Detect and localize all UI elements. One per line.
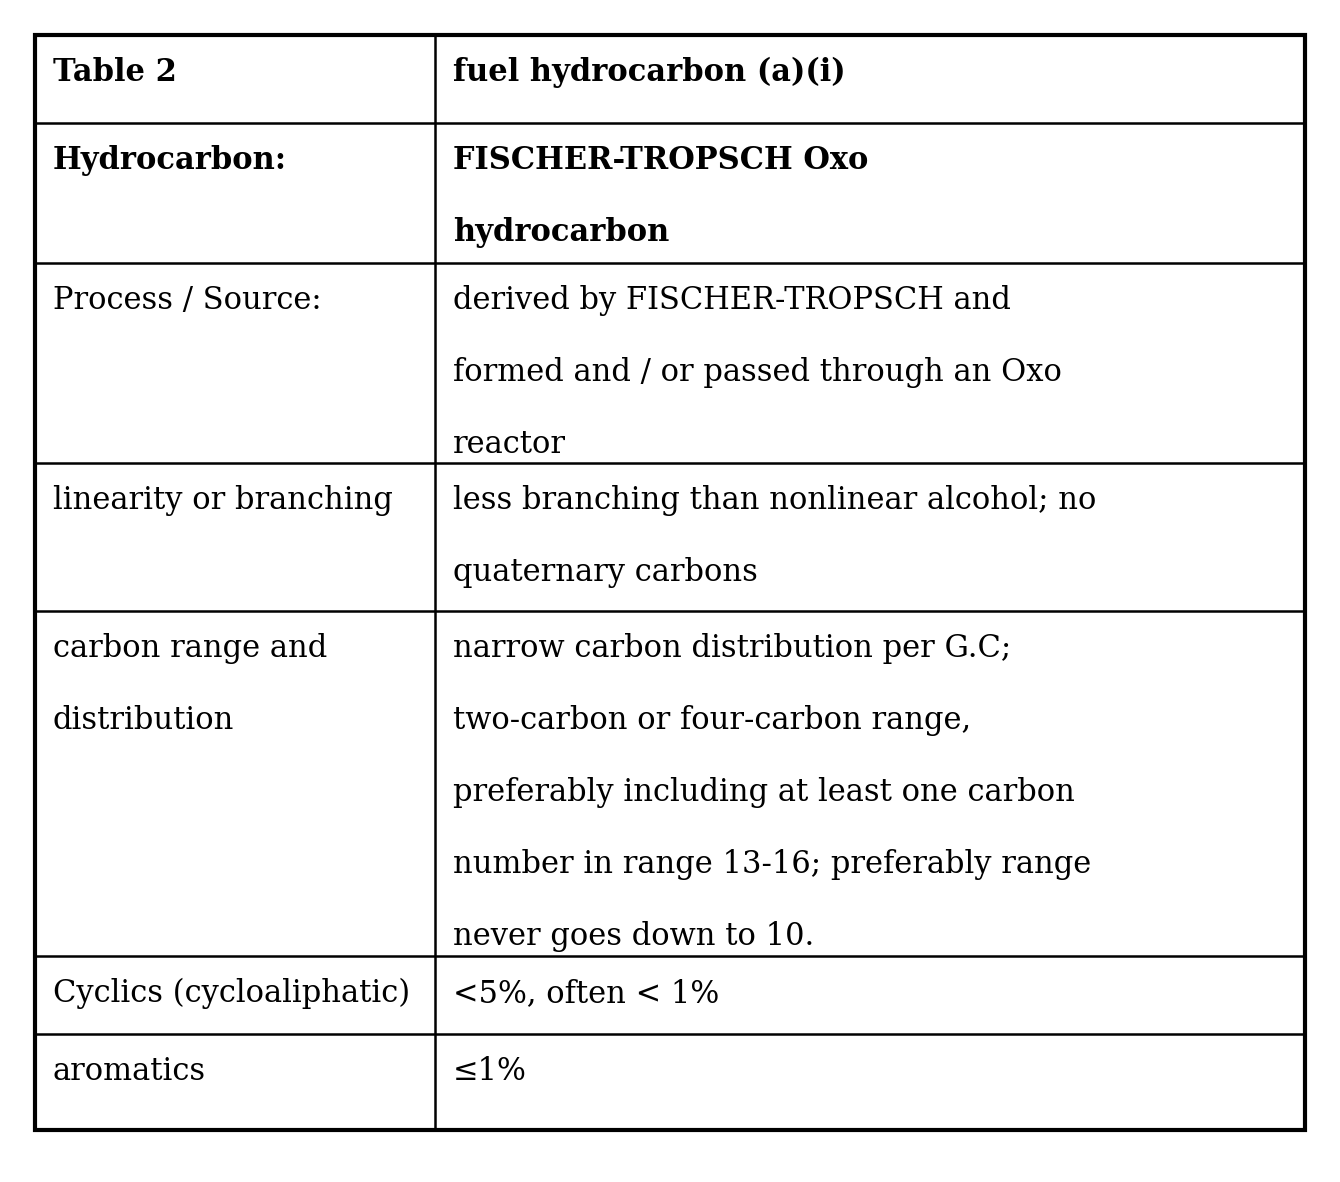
Text: Hydrocarbon:: Hydrocarbon: (54, 145, 287, 176)
Text: aromatics: aromatics (54, 1056, 206, 1087)
Text: preferably including at least one carbon: preferably including at least one carbon (453, 777, 1075, 808)
Text: carbon range and: carbon range and (54, 634, 327, 664)
Text: hydrocarbon: hydrocarbon (453, 217, 670, 248)
Text: two-carbon or four-carbon range,: two-carbon or four-carbon range, (453, 704, 972, 736)
Text: derived by FISCHER-TROPSCH and: derived by FISCHER-TROPSCH and (453, 285, 1010, 316)
Text: linearity or branching: linearity or branching (54, 485, 393, 517)
Text: distribution: distribution (54, 704, 234, 736)
Text: number in range 13-16; preferably range: number in range 13-16; preferably range (453, 849, 1091, 881)
Text: quaternary carbons: quaternary carbons (453, 557, 758, 587)
Text: formed and / or passed through an Oxo: formed and / or passed through an Oxo (453, 357, 1061, 388)
Text: never goes down to 10.: never goes down to 10. (453, 921, 815, 952)
Text: less branching than nonlinear alcohol; no: less branching than nonlinear alcohol; n… (453, 485, 1096, 517)
Text: ≤1%: ≤1% (453, 1056, 527, 1087)
Text: Process / Source:: Process / Source: (54, 285, 322, 316)
Text: Cyclics (cycloaliphatic): Cyclics (cycloaliphatic) (54, 978, 410, 1009)
Text: <5%, often < 1%: <5%, often < 1% (453, 978, 720, 1009)
Text: narrow carbon distribution per G.C;: narrow carbon distribution per G.C; (453, 634, 1012, 664)
Text: fuel hydrocarbon (a)(i): fuel hydrocarbon (a)(i) (453, 57, 846, 89)
Text: Table 2: Table 2 (54, 57, 177, 87)
Text: reactor: reactor (453, 429, 565, 460)
Text: FISCHER-TROPSCH Oxo: FISCHER-TROPSCH Oxo (453, 145, 868, 176)
